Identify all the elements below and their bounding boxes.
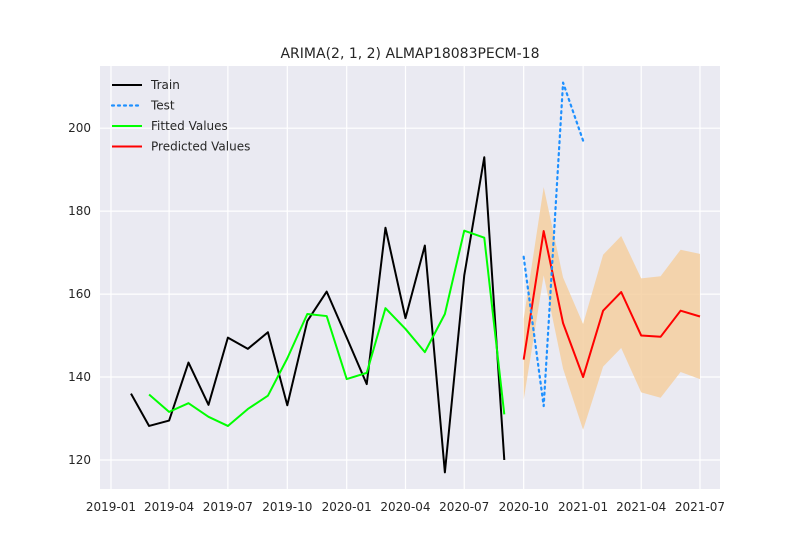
- series-line-train: [130, 156, 506, 474]
- y-tick-label: 200: [68, 121, 91, 135]
- x-tick-label: 2020-04: [380, 500, 430, 514]
- x-tick-label: 2020-10: [499, 500, 549, 514]
- legend-label: Train: [150, 78, 180, 92]
- x-tick-label: 2020-01: [322, 500, 372, 514]
- y-tick-label: 180: [68, 204, 91, 218]
- legend-label: Predicted Values: [151, 140, 250, 154]
- series-line-fitted-values: [148, 229, 506, 427]
- x-tick-labels: 2019-01 2019-04 2019-07 2019-10 2020-01 2020-…: [86, 500, 725, 514]
- legend-label: Fitted Values: [151, 119, 228, 133]
- x-tick-label: 2021-07: [675, 500, 725, 514]
- confidence-band: [523, 187, 700, 430]
- x-tick-label: 2019-10: [262, 500, 312, 514]
- confidence-interval-band: [523, 187, 700, 430]
- series-line-predicted-values: [522, 230, 701, 379]
- y-tick-labels: 120 140 160 180 200: [68, 121, 91, 467]
- y-tick-label: 160: [68, 287, 91, 301]
- series-line-test: [522, 81, 585, 408]
- x-tick-label: 2020-07: [439, 500, 489, 514]
- y-tick-label: 120: [68, 453, 91, 467]
- legend-label: Test: [150, 99, 175, 113]
- series-lines: [130, 81, 701, 474]
- chart-title: ARIMA(2, 1, 2) ALMAP18083PECM-18: [280, 46, 539, 62]
- legend: Train Test Fitted Values Predicted Values: [110, 78, 250, 154]
- x-tick-label: 2019-07: [203, 500, 253, 514]
- y-tick-label: 140: [68, 370, 91, 384]
- x-tick-label: 2021-01: [558, 500, 608, 514]
- x-tick-label: 2019-01: [86, 500, 136, 514]
- x-tick-label: 2021-04: [616, 500, 666, 514]
- x-tick-label: 2019-04: [144, 500, 194, 514]
